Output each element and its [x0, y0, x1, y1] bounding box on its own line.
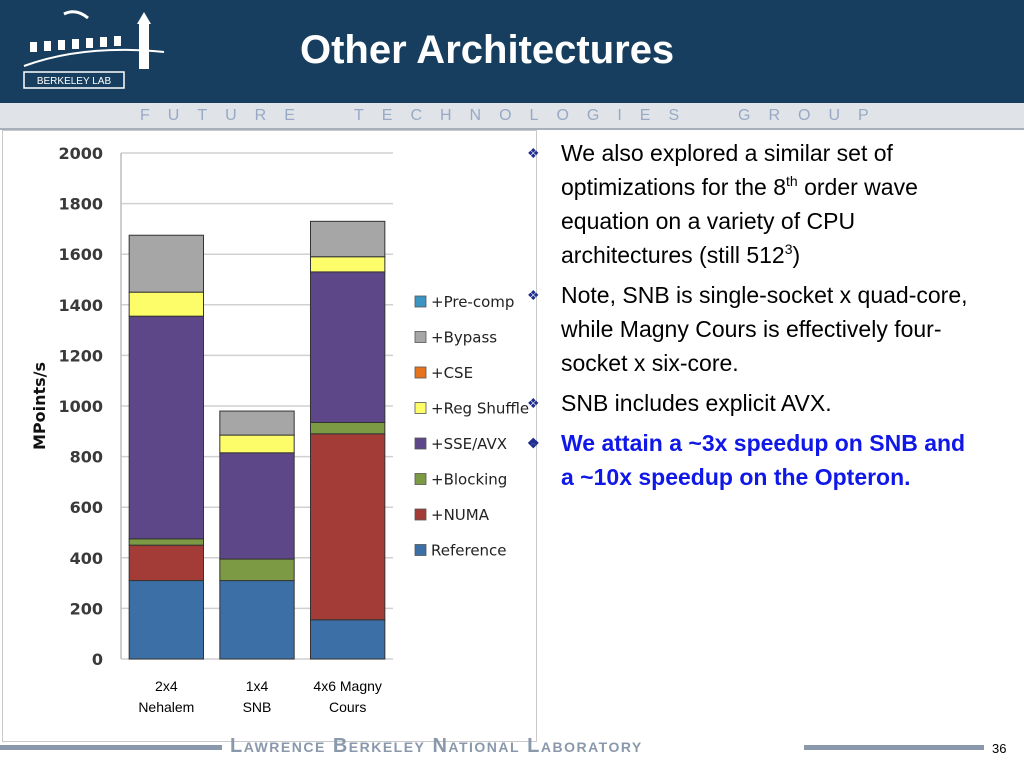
- y-tick-label: 200: [70, 599, 103, 618]
- bullet-text: We attain a ~3x speedup on SNB and a ~10…: [561, 430, 966, 490]
- bar-segment: [309, 433, 386, 621]
- group-banner: FUTURE TECHNOLOGIES GROUP: [0, 103, 1024, 130]
- legend-swatch: [414, 437, 427, 450]
- x-tick-label: SNB: [243, 699, 272, 715]
- bar-segment: [309, 619, 386, 660]
- y-tick-label: 800: [70, 448, 103, 467]
- x-tick-label: Cours: [329, 699, 366, 715]
- bar-segment: [219, 558, 295, 582]
- bullet-text: We also explored a similar set of optimi…: [561, 140, 918, 268]
- bar-segment: [219, 580, 295, 660]
- legend-label: +NUMA: [431, 506, 490, 524]
- bar-segment: [128, 538, 205, 546]
- bullet-diamond-icon: ❖: [527, 287, 540, 303]
- bullet-text: SNB includes explicit AVX.: [561, 390, 832, 416]
- bar-segment: [219, 452, 295, 560]
- y-axis-label: MPoints/s: [30, 362, 49, 450]
- slide-header: BERKELEY LAB Other Architectures: [0, 0, 1024, 103]
- legend-swatch: [414, 295, 427, 308]
- bullet-item: ❖ We also explored a similar set of opti…: [524, 136, 974, 272]
- legend-swatch: [414, 544, 427, 556]
- bar-segment: [309, 220, 386, 258]
- y-tick-label: 1200: [58, 346, 103, 365]
- footer-rule-left: [0, 745, 222, 750]
- stacked-bar-chart: 0 200 400 600 800 1000 1200 1400 1600 1800 2000 MPo…: [30, 144, 529, 715]
- bar-segment: [128, 580, 205, 660]
- bullet-diamond-icon: ❖: [527, 395, 540, 411]
- legend-swatch: [414, 402, 427, 414]
- y-tick-label: 2000: [58, 144, 103, 163]
- y-tick-label: 1600: [58, 245, 103, 264]
- chart-panel: 0 200 400 600 800 1000 1200 1400 1600 1800 2000 MPo…: [2, 130, 537, 742]
- bar-segment: [219, 410, 295, 436]
- footer-rule-right: [804, 745, 984, 750]
- bar-segment: [128, 315, 205, 540]
- legend-swatch: [414, 473, 427, 485]
- legend-label: +Reg Shuffle: [431, 400, 529, 418]
- bar-segment: [309, 421, 386, 435]
- bar-segment: [128, 234, 205, 293]
- y-tick-label: 0: [92, 650, 103, 669]
- legend-label: +CSE: [431, 364, 473, 382]
- bullet-diamond-icon: ❖: [527, 435, 540, 451]
- legend-label: +SSE/AVX: [431, 435, 507, 453]
- page-number: 36: [992, 741, 1007, 756]
- banner-word-technologies: TECHNOLOGIES: [354, 107, 698, 124]
- x-tick-label: 4x6 Magny: [313, 678, 381, 694]
- x-tick-label: Nehalem: [138, 699, 194, 715]
- footer-lab-name: Lawrence Berkeley National Laboratory: [230, 735, 643, 757]
- bullet-item-emphasis: ❖ We attain a ~3x speedup on SNB and a ~…: [524, 426, 974, 494]
- bullet-text: Note, SNB is single-socket x quad-core, …: [561, 282, 968, 376]
- legend-label: +Pre-comp: [431, 293, 514, 311]
- y-tick-label: 1800: [58, 195, 103, 214]
- legend-swatch: [414, 508, 427, 521]
- bar-segment: [128, 291, 205, 317]
- y-tick-label: 1400: [58, 296, 103, 315]
- slide-title: Other Architectures: [300, 28, 675, 72]
- x-tick-label: 1x4: [246, 678, 269, 694]
- legend-swatch: [414, 366, 427, 379]
- y-tick-label: 600: [70, 498, 103, 517]
- svg-text:BERKELEY LAB: BERKELEY LAB: [37, 76, 112, 87]
- bar-segment: [219, 434, 295, 454]
- bar-segment: [309, 271, 386, 423]
- legend-label: +Blocking: [431, 471, 507, 489]
- legend-label: Reference: [431, 542, 507, 560]
- bullet-list: ❖ We also explored a similar set of opti…: [524, 136, 974, 500]
- bullet-item: ❖ SNB includes explicit AVX.: [524, 386, 974, 420]
- x-tick-label: 2x4: [155, 678, 178, 694]
- y-tick-label: 1000: [58, 397, 103, 416]
- y-tick-label: 400: [70, 549, 103, 568]
- bullet-item: ❖ Note, SNB is single-socket x quad-core…: [524, 278, 974, 380]
- banner-word-group: GROUP: [738, 107, 887, 124]
- bar-segment: [309, 256, 386, 273]
- legend-label: +Bypass: [431, 329, 497, 347]
- bar-segment: [128, 544, 205, 582]
- banner-word-future: FUTURE: [140, 107, 313, 124]
- legend-swatch: [414, 331, 427, 343]
- berkeley-lab-logo: BERKELEY LAB: [23, 10, 165, 89]
- bullet-diamond-icon: ❖: [527, 145, 540, 161]
